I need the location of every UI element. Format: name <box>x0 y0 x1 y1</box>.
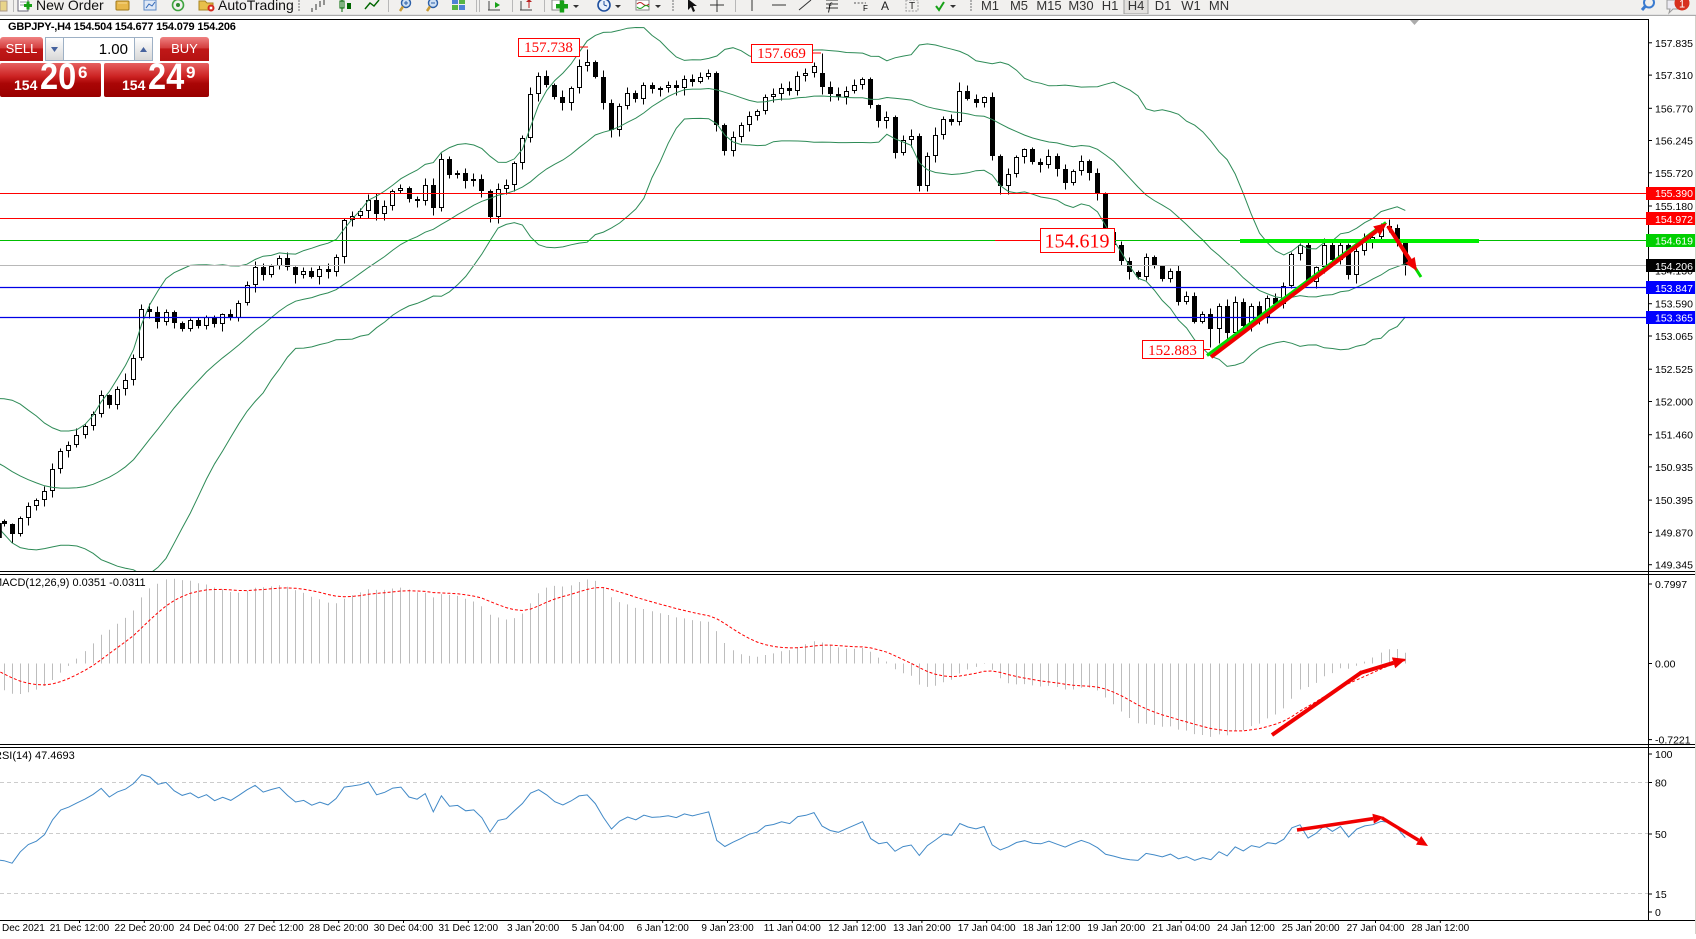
svg-text:18 Jan 12:00: 18 Jan 12:00 <box>1023 923 1081 934</box>
svg-text:152.000: 152.000 <box>1655 397 1693 409</box>
svg-text:T: T <box>909 1 915 12</box>
svg-text:M15: M15 <box>1036 0 1061 13</box>
svg-text:D1: D1 <box>1155 0 1172 13</box>
svg-text:GBPJPY-,H4 154.504 154.677 15: GBPJPY-,H4 154.504 154.677 154.079 154.2… <box>8 21 236 33</box>
svg-text:155.720: 155.720 <box>1655 168 1693 180</box>
svg-text:-0.7221: -0.7221 <box>1655 735 1691 747</box>
svg-text:27 Dec 12:00: 27 Dec 12:00 <box>244 923 304 934</box>
svg-text:154.206: 154.206 <box>1655 261 1693 273</box>
svg-text:0: 0 <box>1655 907 1661 919</box>
svg-text:MN: MN <box>1209 0 1229 13</box>
svg-text:W1: W1 <box>1181 0 1201 13</box>
svg-text:80: 80 <box>1655 778 1667 790</box>
svg-text:153.365: 153.365 <box>1655 313 1693 325</box>
svg-text:153.847: 153.847 <box>1655 283 1693 295</box>
svg-text:21 Dec 12:00: 21 Dec 12:00 <box>50 923 110 934</box>
svg-text:157.835: 157.835 <box>1655 38 1693 50</box>
svg-text:H4: H4 <box>1128 0 1145 13</box>
svg-text:28 Jan 12:00: 28 Jan 12:00 <box>1411 923 1469 934</box>
svg-text:RSI(14) 47.4693: RSI(14) 47.4693 <box>0 750 75 762</box>
svg-text:f: f <box>828 1 833 13</box>
svg-text:27 Jan 04:00: 27 Jan 04:00 <box>1347 923 1405 934</box>
svg-text:M1: M1 <box>981 0 999 13</box>
svg-text:30 Dec 04:00: 30 Dec 04:00 <box>374 923 434 934</box>
svg-text:0.00: 0.00 <box>1655 659 1676 671</box>
svg-text:100: 100 <box>1655 749 1673 761</box>
svg-text:6 Jan 12:00: 6 Jan 12:00 <box>637 923 690 934</box>
svg-text:154.619: 154.619 <box>1045 231 1110 253</box>
svg-text:155.180: 155.180 <box>1655 201 1693 213</box>
svg-text:17 Jan 04:00: 17 Jan 04:00 <box>958 923 1016 934</box>
svg-text:M5: M5 <box>1010 0 1028 13</box>
svg-text:156.770: 156.770 <box>1655 103 1693 115</box>
svg-text:0.7997: 0.7997 <box>1655 579 1687 591</box>
svg-text:New Order: New Order <box>36 0 104 13</box>
svg-text:MACD(12,26,9) 0.0351 -0.0311: MACD(12,26,9) 0.0351 -0.0311 <box>0 577 146 589</box>
svg-text:15: 15 <box>1655 889 1667 901</box>
svg-text:157.738: 157.738 <box>524 40 573 56</box>
svg-text:153.590: 153.590 <box>1655 299 1693 311</box>
svg-text:3 Jan 20:00: 3 Jan 20:00 <box>507 923 560 934</box>
svg-text:152.883: 152.883 <box>1148 343 1197 359</box>
svg-text:155.390: 155.390 <box>1655 188 1693 200</box>
svg-text:9 Jan 23:00: 9 Jan 23:00 <box>701 923 754 934</box>
svg-text:11 Jan 04:00: 11 Jan 04:00 <box>764 923 822 934</box>
svg-text:25 Jan 20:00: 25 Jan 20:00 <box>1282 923 1340 934</box>
svg-text:150.935: 150.935 <box>1655 462 1693 474</box>
svg-text:Dec 2021: Dec 2021 <box>2 923 45 934</box>
svg-text:154.972: 154.972 <box>1655 214 1693 226</box>
svg-text:50: 50 <box>1655 829 1667 841</box>
svg-text:156.245: 156.245 <box>1655 136 1693 148</box>
svg-text:152.525: 152.525 <box>1655 364 1693 376</box>
svg-text:28 Dec 20:00: 28 Dec 20:00 <box>309 923 369 934</box>
svg-text:157.669: 157.669 <box>757 46 806 62</box>
svg-text:149.870: 149.870 <box>1655 527 1693 539</box>
svg-text:1: 1 <box>1679 0 1685 11</box>
svg-text:149.345: 149.345 <box>1655 560 1693 572</box>
svg-text:151.460: 151.460 <box>1655 430 1693 442</box>
svg-text:19 Jan 20:00: 19 Jan 20:00 <box>1087 923 1145 934</box>
svg-text:A: A <box>881 0 889 13</box>
svg-text:154.619: 154.619 <box>1655 236 1693 248</box>
svg-text:21 Jan 04:00: 21 Jan 04:00 <box>1152 923 1210 934</box>
svg-text:31 Dec 12:00: 31 Dec 12:00 <box>439 923 499 934</box>
svg-text:5 Jan 04:00: 5 Jan 04:00 <box>572 923 625 934</box>
svg-text:F: F <box>863 4 868 13</box>
svg-text:AutoTrading: AutoTrading <box>218 0 294 13</box>
svg-text:150.395: 150.395 <box>1655 495 1693 507</box>
svg-text:13 Jan 20:00: 13 Jan 20:00 <box>893 923 951 934</box>
svg-text:153.065: 153.065 <box>1655 331 1693 343</box>
svg-text:22 Dec 20:00: 22 Dec 20:00 <box>115 923 175 934</box>
svg-text:24 Dec 04:00: 24 Dec 04:00 <box>179 923 239 934</box>
svg-text:12 Jan 12:00: 12 Jan 12:00 <box>828 923 886 934</box>
svg-text:24 Jan 12:00: 24 Jan 12:00 <box>1217 923 1275 934</box>
svg-text:H1: H1 <box>1102 0 1119 13</box>
svg-text:157.310: 157.310 <box>1655 70 1693 82</box>
svg-text:M30: M30 <box>1068 0 1093 13</box>
